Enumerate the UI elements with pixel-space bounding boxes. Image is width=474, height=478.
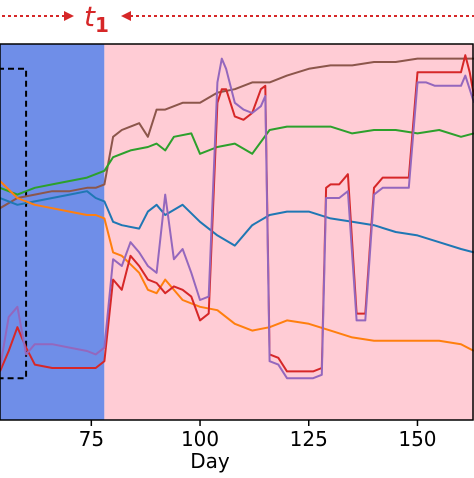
x-tick-label-150: 150 bbox=[398, 427, 436, 451]
t1-label-sub: 1 bbox=[95, 13, 109, 37]
x-axis-label: Day bbox=[190, 449, 230, 473]
plot-frame bbox=[0, 43, 474, 421]
blue-region bbox=[0, 44, 105, 420]
series-line-5 bbox=[0, 57, 474, 380]
t1-arrow-right-head bbox=[121, 11, 131, 21]
frame-layer bbox=[0, 43, 474, 421]
highlight-layer bbox=[0, 67, 28, 380]
ticks-layer: 75 100 125 150 bbox=[79, 420, 437, 451]
series-line-2 bbox=[0, 190, 474, 254]
annotation-layer: t1 bbox=[2, 0, 474, 37]
series-line-1 bbox=[0, 125, 474, 196]
t1-label: t1 bbox=[84, 0, 109, 37]
highlight-box bbox=[0, 67, 28, 380]
x-tick-label-100: 100 bbox=[181, 427, 219, 451]
series-line-4 bbox=[0, 54, 474, 373]
series-layer bbox=[0, 54, 474, 380]
x-tick-label-125: 125 bbox=[290, 427, 328, 451]
t1-label-main: t bbox=[84, 0, 96, 33]
x-tick-label-75: 75 bbox=[79, 427, 104, 451]
series-line-0 bbox=[0, 57, 474, 210]
regions-layer bbox=[0, 44, 474, 420]
pink-region bbox=[104, 44, 474, 420]
series-line-3 bbox=[0, 180, 474, 352]
